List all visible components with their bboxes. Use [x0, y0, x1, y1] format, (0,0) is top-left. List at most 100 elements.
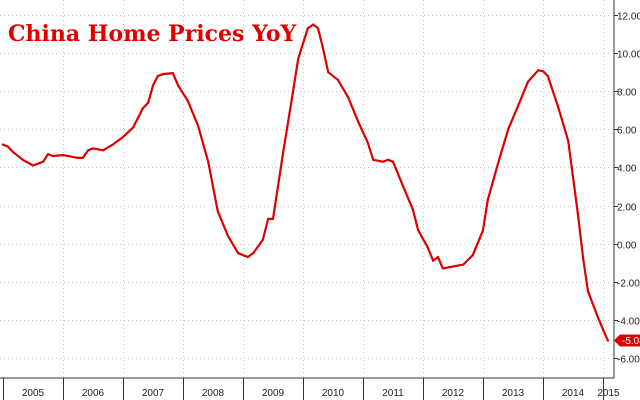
data-point [606, 339, 609, 342]
data-point [537, 69, 540, 72]
x-tick-label: 2014 [562, 388, 585, 399]
data-point [381, 160, 384, 163]
data-point [486, 198, 489, 201]
data-point [147, 101, 150, 104]
y-tick-label: 12.00 [617, 12, 640, 23]
data-point [91, 147, 95, 150]
data-point [496, 162, 500, 165]
data-point [1, 143, 5, 146]
series-line [1, 23, 609, 342]
data-point [441, 267, 444, 270]
data-point [372, 158, 375, 161]
data-point [481, 229, 485, 232]
data-point [267, 217, 270, 220]
data-point [402, 185, 405, 188]
x-tick-label: 2013 [502, 388, 525, 399]
data-point [282, 151, 285, 154]
data-point [291, 92, 294, 95]
data-point [186, 99, 189, 102]
data-point [346, 95, 350, 98]
data-point [601, 328, 605, 331]
data-point [306, 27, 309, 30]
data-point [556, 105, 560, 108]
data-point [171, 72, 174, 75]
data-point [507, 128, 510, 131]
y-tick-label: 0.00 [617, 241, 637, 252]
data-point [546, 74, 549, 78]
data-point [312, 23, 315, 26]
data-point [387, 158, 390, 161]
data-point [31, 164, 35, 167]
data-point [426, 246, 429, 249]
data-point [526, 80, 530, 83]
data-point [582, 257, 585, 260]
data-point [586, 290, 590, 293]
y-tick-label: 8.00 [617, 88, 637, 99]
data-point [156, 74, 159, 78]
data-point [271, 217, 275, 220]
x-tick-label: 2009 [262, 388, 285, 399]
series-layer [1, 23, 609, 342]
data-point [597, 316, 600, 320]
data-point [162, 73, 165, 76]
data-point [111, 143, 114, 146]
data-point [297, 57, 300, 60]
data-point [571, 175, 575, 179]
data-point [51, 154, 54, 158]
data-point [436, 255, 440, 259]
y-axis-ticks: 12.00 10.00 8.00 6.00 4.00 2.00 0.00 -2.00 -4.00… [614, 12, 640, 366]
x-tick-label: 2011 [382, 388, 404, 399]
x-tick-label: 2012 [442, 388, 465, 399]
data-point [61, 154, 65, 157]
data-point [87, 149, 90, 152]
data-point [336, 78, 339, 81]
data-point [411, 208, 414, 211]
y-tick-label: 4.00 [617, 164, 637, 175]
axes [0, 0, 615, 379]
data-point [316, 27, 320, 30]
data-point [417, 229, 420, 232]
data-point [76, 156, 80, 159]
data-point [196, 124, 200, 127]
y-tick-label: -6.00 [617, 355, 640, 366]
y-tick-label: 2.00 [617, 203, 637, 214]
data-point [432, 259, 435, 262]
y-tick-label: -2.00 [617, 279, 640, 290]
last-value-label: -5.08 [622, 336, 640, 347]
data-point [42, 160, 45, 163]
data-point [102, 149, 105, 152]
data-point [226, 234, 230, 238]
last-value-marker: -5.08 [614, 334, 640, 347]
data-point [141, 107, 144, 110]
data-point [391, 160, 395, 163]
data-point [237, 252, 240, 255]
data-point [327, 71, 330, 74]
data-point [151, 84, 155, 87]
data-point [516, 105, 519, 108]
data-point [12, 151, 15, 154]
x-tick-label: 2007 [142, 388, 165, 399]
data-point [451, 265, 455, 268]
x-tick-label: 2010 [322, 388, 345, 399]
y-tick-label: 10.00 [617, 50, 640, 61]
x-tick-label: 2015 [597, 388, 620, 399]
data-point [132, 126, 135, 129]
data-point [462, 263, 465, 266]
y-tick-label: 6.00 [617, 126, 637, 137]
data-point [177, 84, 180, 87]
data-point [46, 153, 50, 156]
data-point [261, 238, 264, 241]
data-point [252, 252, 255, 255]
chart-title: China Home Prices YoY [8, 21, 297, 47]
last-value-badge [614, 334, 640, 347]
x-tick-label: 2008 [202, 388, 225, 399]
data-point [357, 120, 360, 123]
data-point [576, 212, 579, 215]
data-point [366, 141, 369, 144]
x-tick-label: 2006 [82, 388, 105, 399]
data-point [471, 254, 474, 257]
y-tick-label: -4.00 [617, 317, 640, 328]
data-point [567, 139, 570, 142]
